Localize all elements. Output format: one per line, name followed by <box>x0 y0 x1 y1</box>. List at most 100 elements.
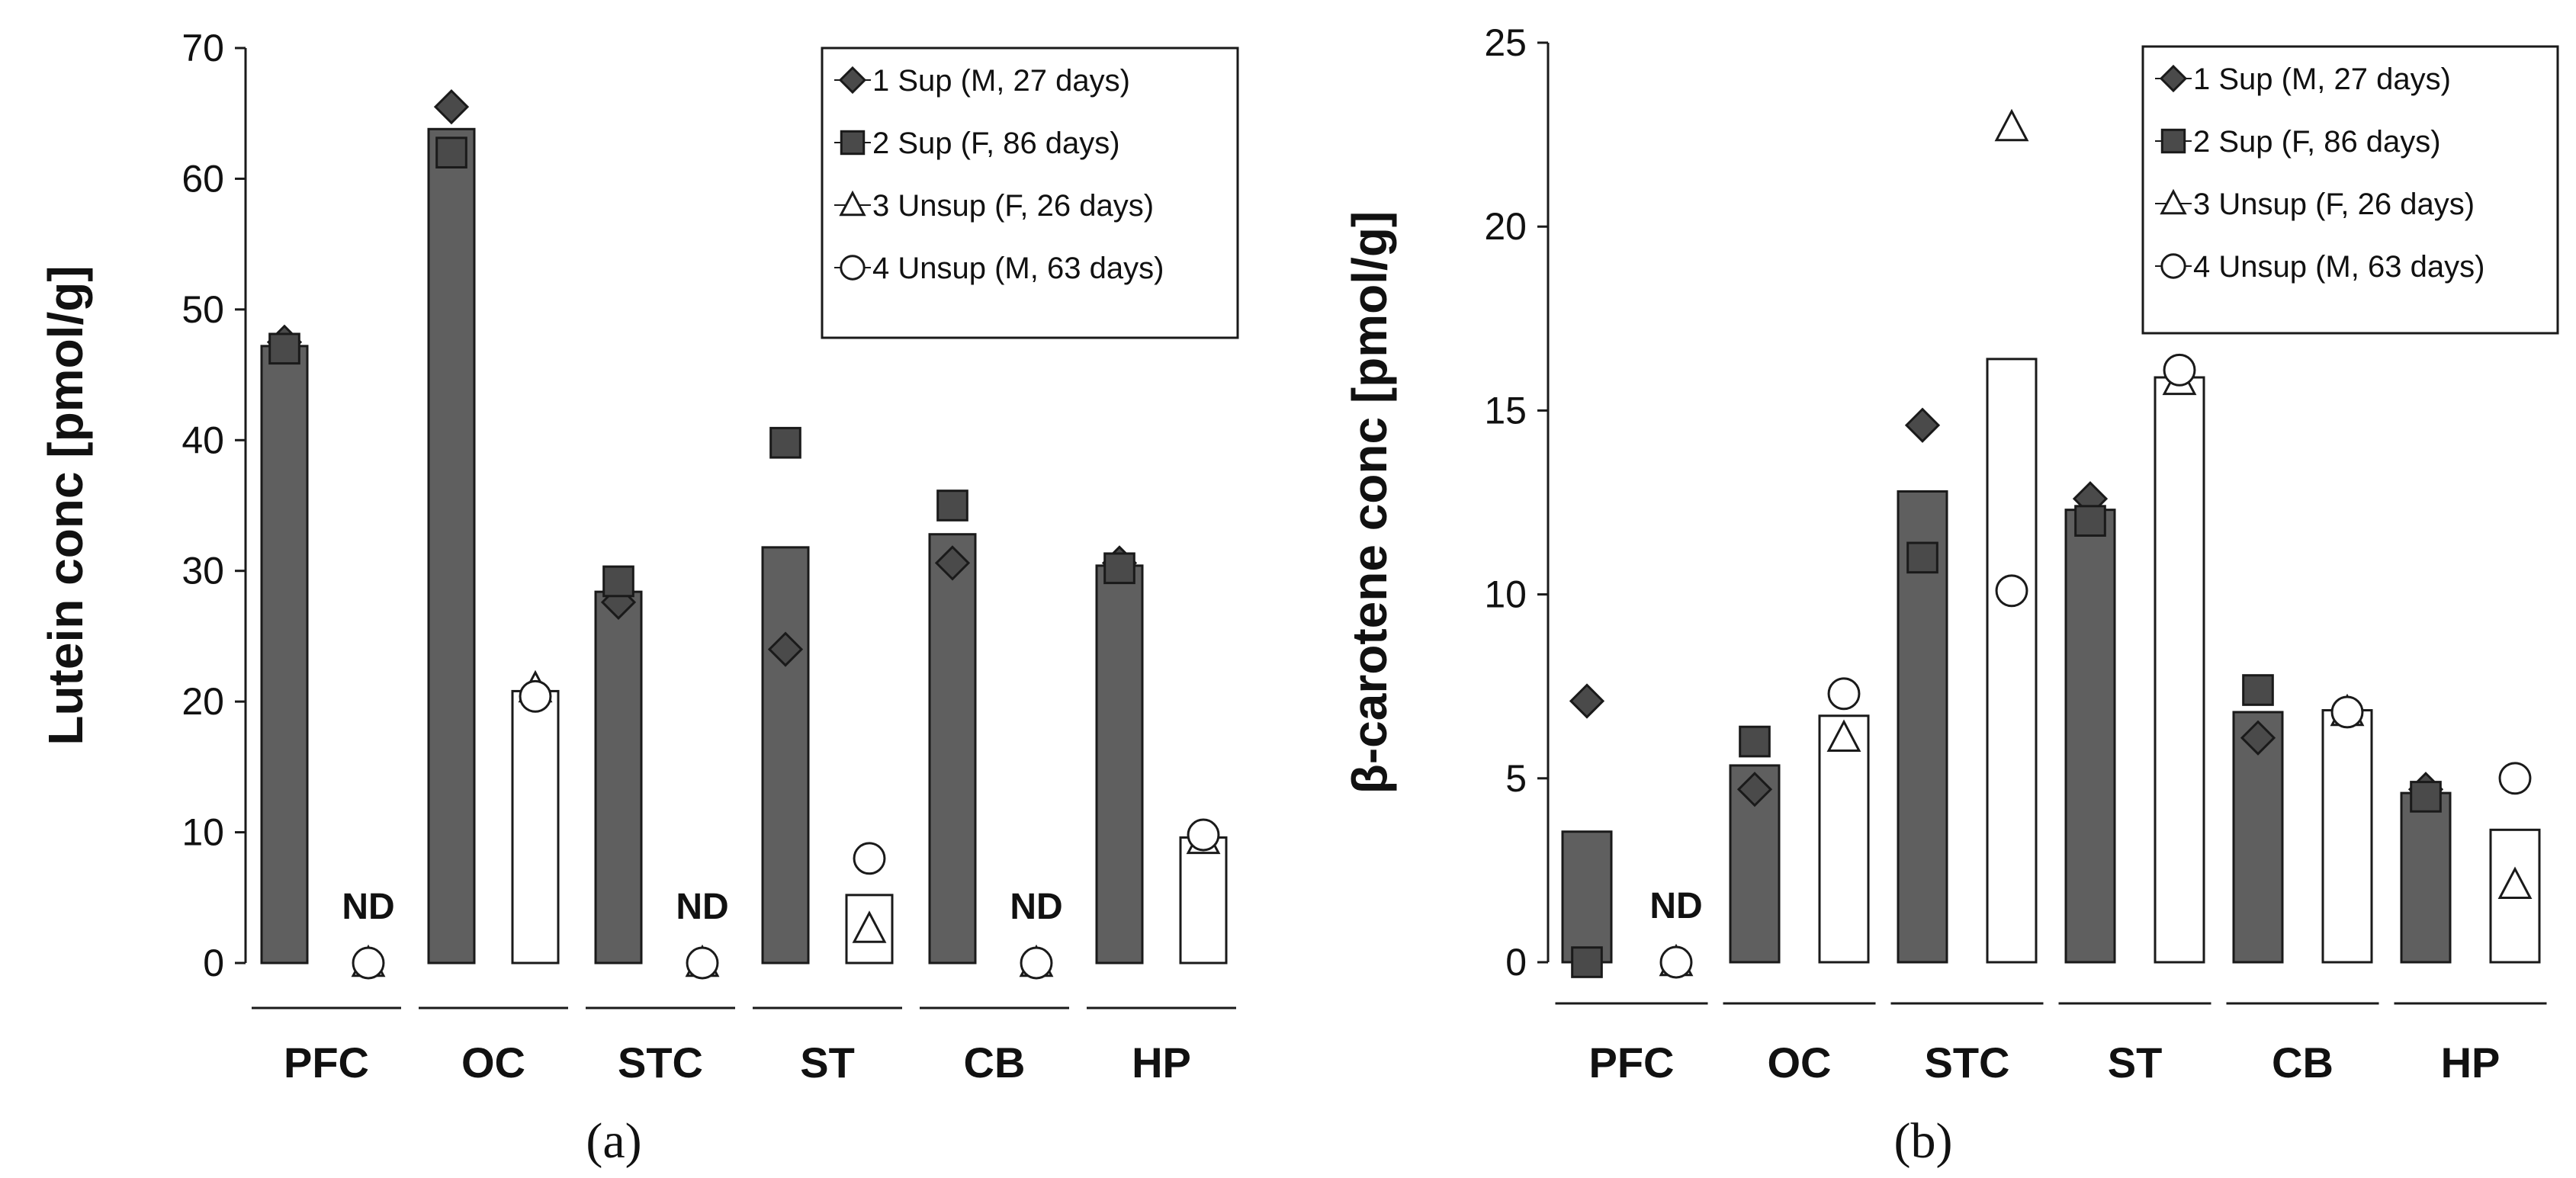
bar-unsup <box>1986 358 2038 964</box>
data-point-diamond <box>1904 407 1941 443</box>
data-point-circle <box>1020 946 1053 980</box>
category-label: ST <box>2108 1038 2163 1087</box>
y-axis-title: Lutein conc [pmol/g] <box>38 265 93 745</box>
bar-sup <box>427 127 476 965</box>
nd-label: ND <box>1649 886 1702 926</box>
data-point-square <box>936 489 968 522</box>
chart-lutein: 0 10 20 30 40 50 60 70 Lutein conc [pmol/g] ND PFC… <box>38 27 1239 1169</box>
category-label: CB <box>964 1038 1026 1087</box>
y-tick-label: 30 <box>181 550 224 592</box>
data-point-circle <box>1187 818 1220 852</box>
data-point-square <box>1739 725 1771 758</box>
data-point-circle <box>2330 695 2364 729</box>
nd-label: ND <box>676 887 728 927</box>
data-point-circle <box>853 842 886 875</box>
legend-label: 4 Unsup (M, 63 days) <box>2193 250 2484 284</box>
data-point-circle <box>1659 945 1693 979</box>
category-label: STC <box>618 1038 703 1087</box>
data-point-diamond <box>767 631 804 667</box>
category-label: OC <box>461 1038 525 1087</box>
legend-box <box>821 47 1239 339</box>
legend-label: 2 Sup (F, 86 days) <box>872 127 1120 160</box>
bar-sup <box>2400 791 2452 964</box>
legend-label: 3 Unsup (F, 26 days) <box>872 189 1154 223</box>
y-tick-label: 10 <box>181 811 224 854</box>
data-point-square <box>2074 505 2106 537</box>
data-point-triangle <box>1826 719 1861 753</box>
bar-sup <box>260 345 309 965</box>
bar-unsup <box>511 689 560 965</box>
data-point-square <box>602 565 634 598</box>
data-point-square <box>1571 946 1603 978</box>
y-tick-label: 0 <box>1505 941 1527 984</box>
legend-label: 4 Unsup (M, 63 days) <box>872 252 1164 285</box>
y-tick-label: 60 <box>181 157 224 200</box>
y-tick-label: 10 <box>1484 573 1527 616</box>
data-point-diamond <box>2240 720 2276 756</box>
y-tick-label: 40 <box>181 419 224 461</box>
y-tick-label: 50 <box>181 288 224 331</box>
bar-unsup <box>1179 836 1228 965</box>
data-point-circle <box>1995 574 2028 608</box>
y-tick-label: 20 <box>181 680 224 723</box>
category-label: CB <box>2272 1038 2333 1087</box>
data-point-diamond <box>1736 772 1773 807</box>
bar-sup <box>1095 564 1144 965</box>
category-label: PFC <box>284 1038 369 1087</box>
category-label: ST <box>800 1038 855 1087</box>
y-tick-label: 25 <box>1484 21 1527 64</box>
bar-sup <box>2064 509 2116 964</box>
bar-unsup <box>2321 709 2373 964</box>
bar-sup <box>1561 830 1613 964</box>
nd-label: ND <box>342 887 394 927</box>
category-label: OC <box>1768 1038 1832 1087</box>
data-point-triangle <box>852 910 887 943</box>
bar-sup <box>594 590 643 965</box>
y-tick-label: 0 <box>203 942 224 984</box>
data-point-square <box>2410 781 2442 813</box>
data-point-square <box>2242 674 2274 706</box>
legend-label: 1 Sup (M, 27 days) <box>2193 63 2451 96</box>
legend-marker-circle <box>2160 253 2186 279</box>
data-point-square <box>268 332 300 365</box>
data-point-triangle <box>2497 866 2533 899</box>
panel-label: (a) <box>586 1113 641 1169</box>
data-point-circle <box>1827 677 1861 711</box>
bar-sup <box>928 533 977 965</box>
legend-marker-diamond <box>2159 64 2188 93</box>
data-point-square <box>1906 541 1938 574</box>
data-point-diamond <box>934 545 971 581</box>
data-point-circle <box>2498 762 2532 795</box>
y-tick-label: 20 <box>1484 205 1527 248</box>
y-tick-label: 70 <box>181 27 224 69</box>
legend-marker-triangle <box>839 190 866 217</box>
data-point-circle <box>519 679 552 713</box>
bar-unsup <box>1818 714 1870 964</box>
legend-box <box>2141 45 2559 335</box>
data-point-square <box>769 426 801 459</box>
data-point-triangle <box>1994 108 2029 142</box>
panel-label: (b) <box>1894 1113 1953 1169</box>
category-label: PFC <box>1589 1038 1675 1087</box>
category-label: HP <box>1132 1038 1191 1087</box>
data-point-diamond <box>433 89 470 125</box>
chart-beta-carotene: 0 5 10 15 20 25 β-carotene conc [pmol/g] ND PFC O… <box>1342 21 2559 1169</box>
legend-marker-diamond <box>838 66 867 95</box>
data-point-diamond <box>1569 683 1605 719</box>
legend-marker-circle <box>840 255 866 281</box>
data-point-circle <box>686 946 719 980</box>
category-label: HP <box>2441 1038 2501 1087</box>
bar-sup <box>761 546 810 965</box>
data-point-square <box>1103 552 1135 585</box>
category-label: STC <box>1925 1038 2010 1087</box>
legend-label: 2 Sup (F, 86 days) <box>2193 125 2441 159</box>
legend-marker-triangle <box>2160 188 2187 215</box>
data-point-circle <box>2163 353 2196 387</box>
data-point-circle <box>352 946 385 980</box>
data-point-square <box>435 136 467 169</box>
legend-marker-square <box>2160 128 2186 154</box>
y-tick-label: 5 <box>1505 757 1527 800</box>
legend-marker-square <box>840 130 866 156</box>
nd-label: ND <box>1010 887 1062 927</box>
